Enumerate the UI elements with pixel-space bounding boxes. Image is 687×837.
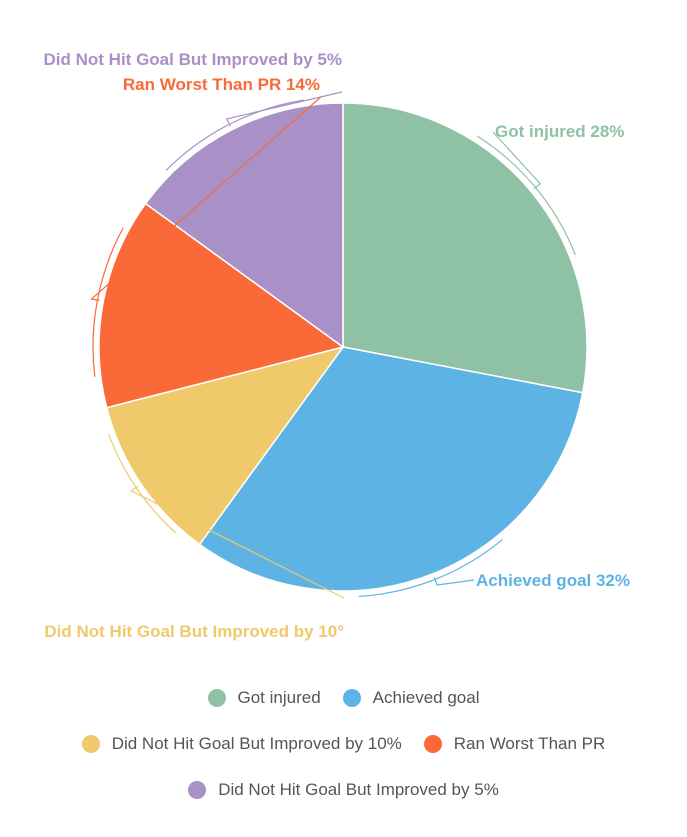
legend-swatch <box>423 735 442 753</box>
pie-slice-did-not-hit-goal-but-improved-by-10[interactable] <box>105 345 345 546</box>
legend-label: Did Not Hit Goal But Improved by 10% <box>111 734 402 753</box>
legend-swatch <box>81 735 100 753</box>
leader-line-ran-worst-than-pr <box>90 95 323 302</box>
leader-bracket-achieved-goal <box>358 539 503 598</box>
pie-slice-achieved-goal[interactable] <box>198 346 584 592</box>
legend-row: Got injured Achieved goal <box>0 688 687 708</box>
legend-item-did-not-hit-goal-but-improved-by-10[interactable]: Did Not Hit Goal But Improved by 10% <box>81 734 402 754</box>
data-label-achieved-goal: Achieved goal 32% <box>476 571 630 590</box>
pie-slice-ran-worst-than-pr[interactable] <box>98 202 345 409</box>
pie-slice-got-injured[interactable] <box>342 102 588 394</box>
pie-slice-did-not-hit-goal-but-improved-by-5[interactable] <box>144 102 344 349</box>
legend-swatch <box>342 689 361 707</box>
leader-line-achieved-goal <box>433 577 475 586</box>
leader-bracket-did-not-hit-goal-but-improved-by-10 <box>108 433 177 534</box>
legend-row: Did Not Hit Goal But Improved by 5% <box>0 780 687 800</box>
data-label-got-injured: Got injured 28% <box>495 122 624 141</box>
legend-label: Ran Worst Than PR <box>453 734 606 753</box>
leader-bracket-got-injured <box>476 135 576 256</box>
data-label-did-not-hit-goal-but-improved-by-10: Did Not Hit Goal But Improved by 10° <box>44 622 344 641</box>
legend-swatch <box>188 781 207 799</box>
leader-line-got-injured <box>492 131 542 190</box>
legend-item-did-not-hit-goal-but-improved-by-5[interactable]: Did Not Hit Goal But Improved by 5% <box>188 780 499 800</box>
data-labels: Got injured 28% Achieved goal 32% Did Not … <box>44 50 630 641</box>
legend-swatch <box>207 689 226 707</box>
legend-item-achieved-goal[interactable]: Achieved goal <box>342 688 480 708</box>
data-label-ran-worst-than-pr: Ran Worst Than PR 14% <box>123 75 320 94</box>
leader-bracket-did-not-hit-goal-but-improved-by-5 <box>165 99 304 171</box>
legend-item-got-injured[interactable]: Got injured <box>207 688 321 708</box>
data-label-did-not-hit-goal-but-improved-by-5: Did Not Hit Goal But Improved by 5% <box>44 50 342 69</box>
legend-label: Achieved goal <box>372 688 480 707</box>
pie-slices <box>98 102 588 592</box>
legend-label: Got injured <box>237 688 321 707</box>
legend-item-ran-worst-than-pr[interactable]: Ran Worst Than PR <box>423 734 606 754</box>
leader-lines <box>90 91 576 599</box>
legend-label: Did Not Hit Goal But Improved by 5% <box>218 780 499 799</box>
leader-bracket-ran-worst-than-pr <box>92 227 124 377</box>
legend-row: Did Not Hit Goal But Improved by 10% Ran … <box>0 734 687 754</box>
leader-line-did-not-hit-goal-but-improved-by-5 <box>225 91 343 127</box>
